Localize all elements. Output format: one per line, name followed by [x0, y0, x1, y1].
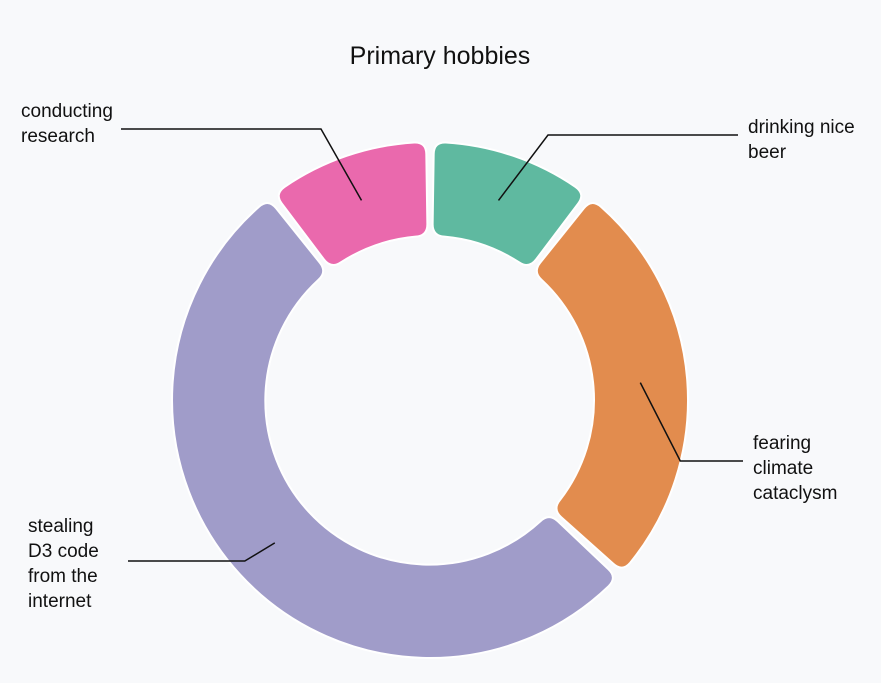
- slice-label-4: conducting research: [21, 101, 113, 147]
- leader-line-1: [497, 134, 738, 201]
- chart-title: Primary hobbies: [350, 42, 531, 70]
- slice-label-1: drinking nice beer: [748, 117, 855, 163]
- leader-lines-layer: [121, 128, 743, 562]
- donut-slice-2: [535, 202, 689, 569]
- leader-line-3: [128, 542, 276, 562]
- slices-layer: [171, 141, 689, 659]
- slice-label-line: fearing: [753, 433, 811, 454]
- slice-label-line: from the: [28, 566, 98, 587]
- slice-label-line: stealing: [28, 516, 94, 537]
- slice-label-3: stealing D3 code from the internet: [28, 516, 99, 612]
- slice-label-line: cataclysm: [753, 483, 837, 504]
- slice-label-line: beer: [748, 142, 787, 163]
- donut-slice-4: [277, 141, 429, 267]
- slice-label-line: conducting: [21, 101, 113, 122]
- slice-label-line: drinking nice: [748, 117, 855, 138]
- slice-label-line: climate: [753, 458, 813, 479]
- slice-label-line: internet: [28, 591, 92, 612]
- slice-label-line: research: [21, 126, 95, 147]
- slice-label-2: fearing climate cataclysm: [753, 433, 837, 504]
- leader-line-2: [639, 382, 743, 462]
- donut-slice-3: [171, 202, 614, 659]
- labels-layer: drinking nice beer fearing climate cataclysm…: [21, 101, 855, 612]
- leader-line-4: [121, 128, 363, 201]
- slice-label-line: D3 code: [28, 541, 99, 562]
- donut-slice-1: [431, 141, 583, 267]
